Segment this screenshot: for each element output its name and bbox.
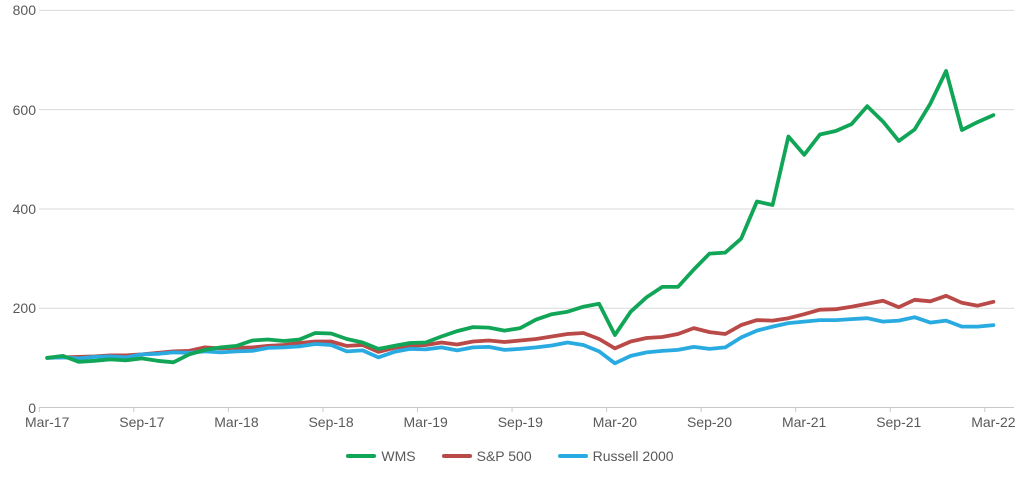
- y-axis-label-600: 600: [12, 101, 36, 118]
- x-axis-label-sep-18: Sep-18: [308, 414, 354, 430]
- y-axis-label-200: 200: [12, 300, 36, 317]
- legend-item-s-p-500: S&P 500: [441, 448, 532, 464]
- legend-item-russell-2000: Russell 2000: [557, 448, 674, 464]
- x-axis-label-sep-21: Sep-21: [876, 414, 922, 430]
- x-axis-label-sep-20: Sep-20: [686, 414, 733, 430]
- wms-line: [45, 69, 996, 365]
- s-p-500-line: [45, 293, 996, 360]
- legend-swatch-s-p-500: [441, 454, 472, 458]
- legend-label-russell-2000: Russell 2000: [592, 448, 674, 464]
- x-axis-label-mar-19: Mar-19: [403, 414, 448, 430]
- y-axis-label-400: 400: [12, 200, 36, 217]
- legend-item-wms: WMS: [346, 448, 416, 464]
- y-axis-label-0: 0: [28, 399, 36, 416]
- x-axis-label-sep-17: Sep-17: [119, 414, 165, 430]
- x-axis-label-sep-19: Sep-19: [497, 414, 543, 430]
- y-axis-label-800: 800: [12, 2, 36, 19]
- x-axis-label-mar-18: Mar-18: [214, 414, 259, 430]
- legend-label-wms: WMS: [381, 448, 416, 464]
- x-axis-label-mar-17: Mar-17: [25, 414, 70, 430]
- legend-swatch-wms: [346, 454, 377, 458]
- legend-label-s-p-500: S&P 500: [476, 448, 532, 464]
- x-axis-label-mar-20: Mar-20: [592, 414, 638, 430]
- legend-swatch-russell-2000: [557, 454, 588, 458]
- x-axis-label-mar-22: Mar-22: [971, 414, 1016, 430]
- chart-legend: WMS S&P 500 Russell 2000: [0, 448, 1020, 464]
- x-axis-label-mar-21: Mar-21: [781, 414, 827, 430]
